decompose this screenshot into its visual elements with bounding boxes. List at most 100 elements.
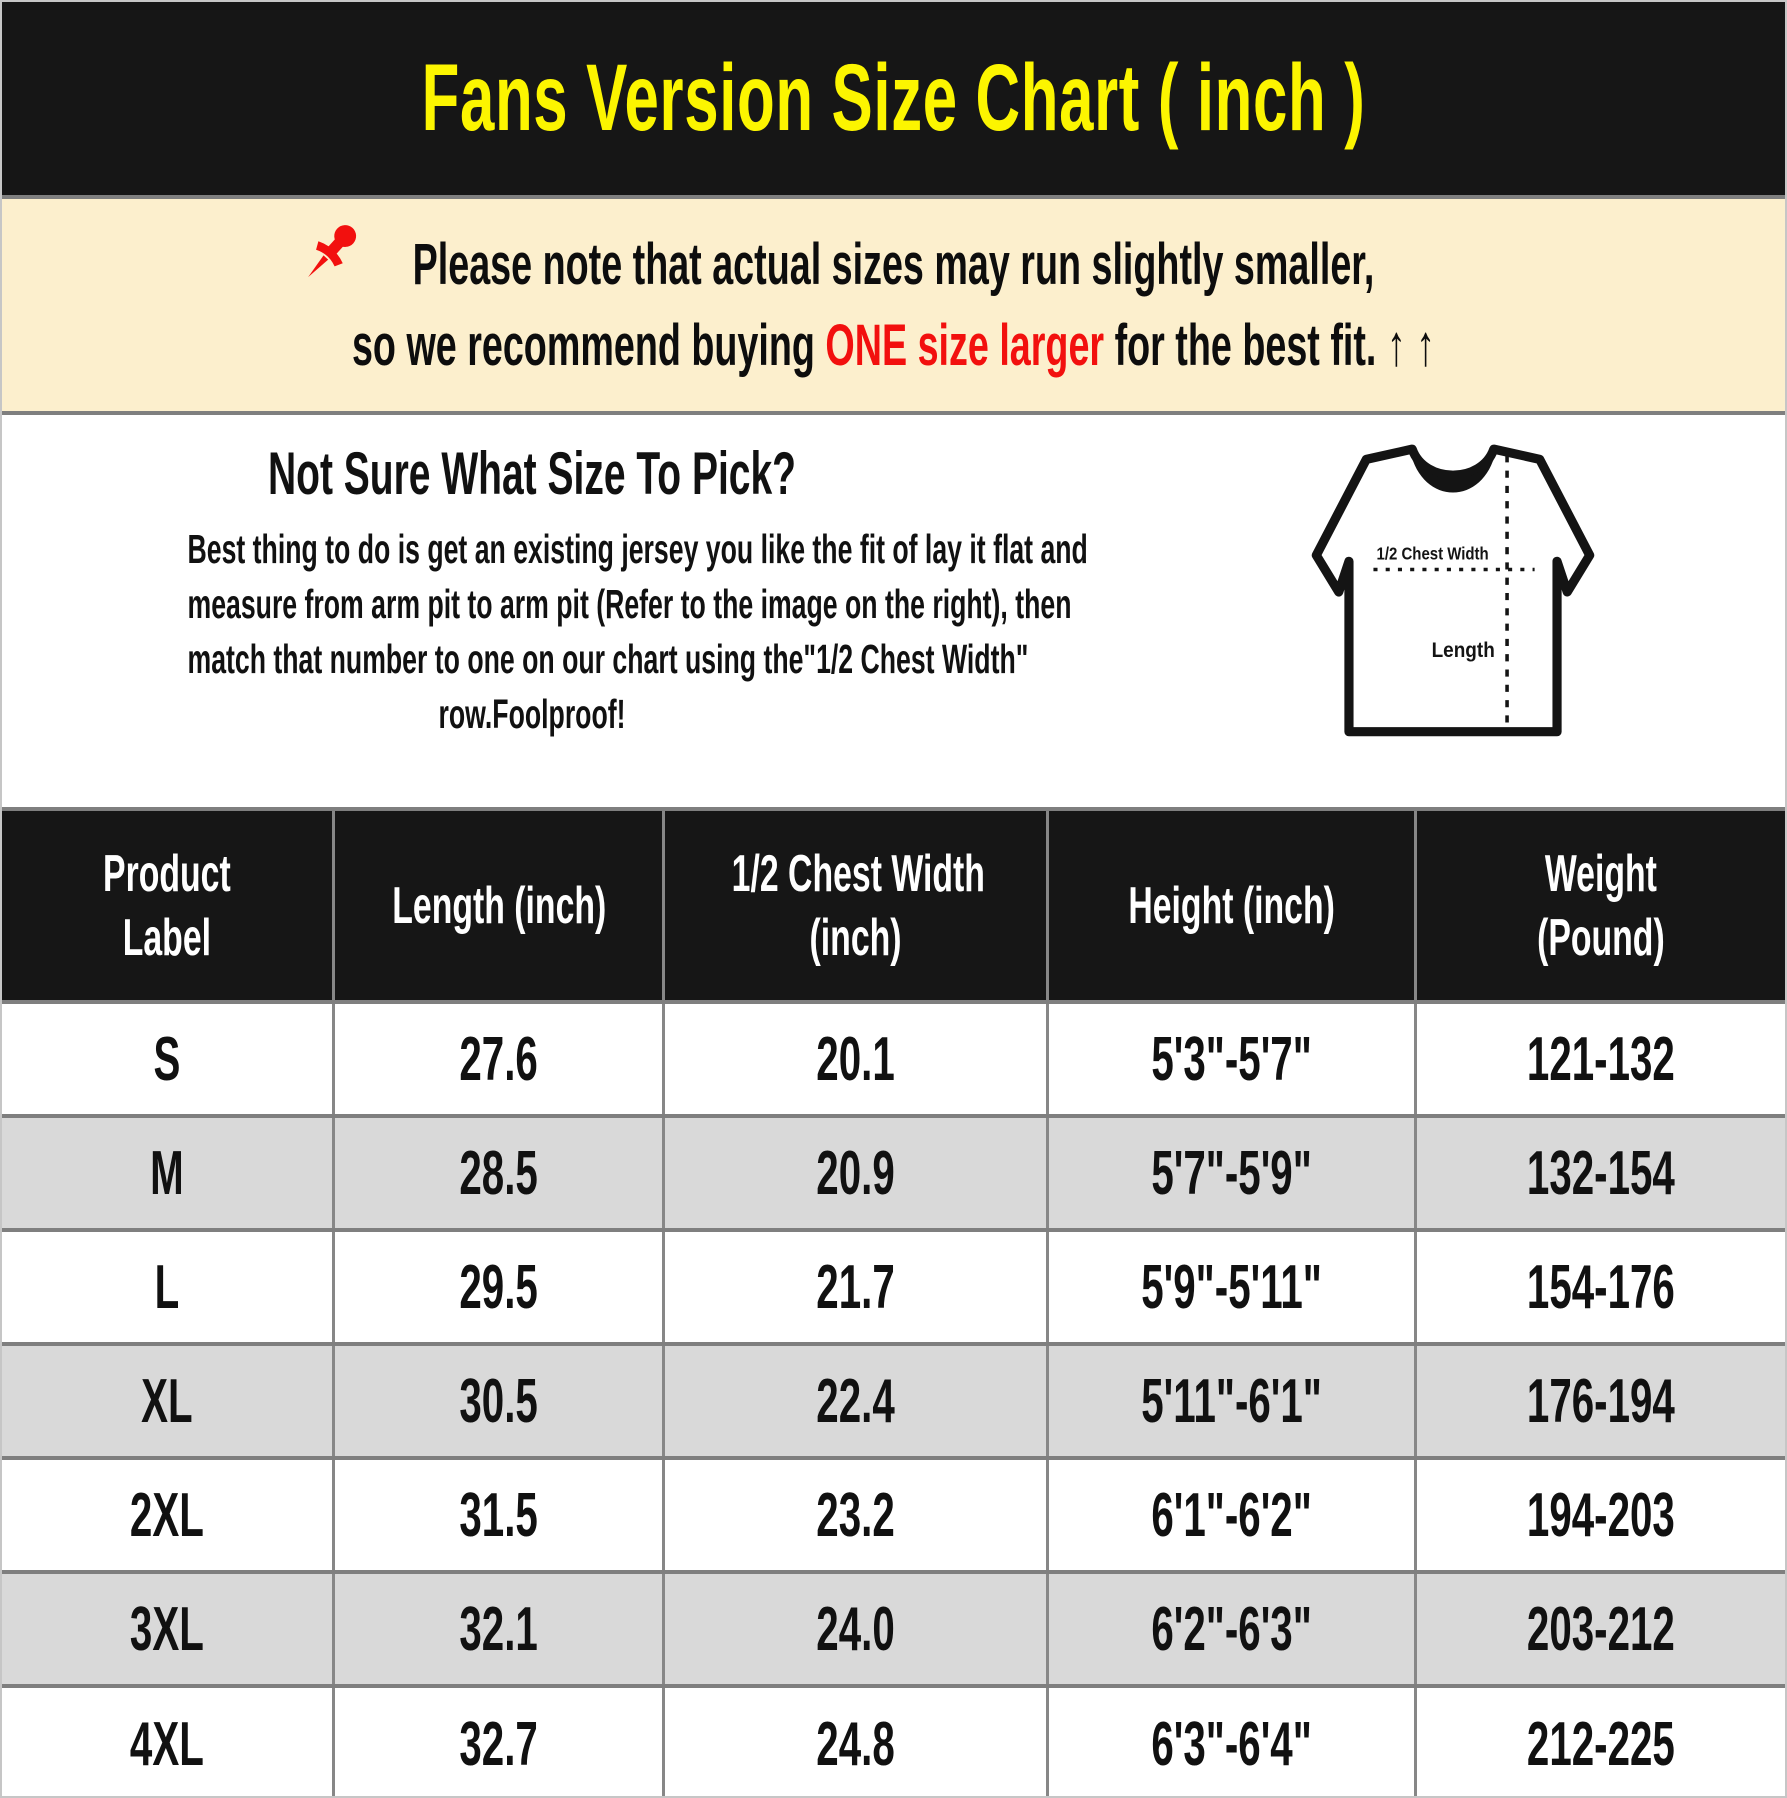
cell-weight: 203-212: [1414, 1570, 1785, 1686]
column-header: Length (inch): [331, 807, 664, 1002]
cell-label: S: [2, 1000, 334, 1116]
header-row: Product Label Length (inch) 1/2 Chest Width…: [2, 807, 1785, 1002]
cell-text: M: [150, 1138, 184, 1208]
cell-text: 30.5: [459, 1366, 538, 1436]
cell-text: 32.1: [459, 1594, 538, 1664]
chest-width-label: 1/2 Chest Width: [1377, 543, 1489, 563]
pushpin-icon: [307, 225, 356, 278]
column-header-line: Product: [103, 844, 231, 903]
cell-weight: 154-176: [1414, 1228, 1785, 1344]
note-line-2-highlight: ONE size larger: [825, 313, 1105, 378]
note-line-2-post: for the best fit. ↑ ↑: [1104, 313, 1436, 378]
cell-length: 29.5: [331, 1228, 664, 1344]
cell-text: 121-132: [1527, 1024, 1676, 1094]
cell-text: 203-212: [1527, 1594, 1676, 1664]
guide-body-line: row.Foolproof!: [438, 691, 626, 737]
cell-chest: 20.9: [661, 1114, 1048, 1230]
cell-length: 30.5: [331, 1342, 664, 1458]
column-header: Height (inch): [1046, 807, 1416, 1002]
cell-text: 23.2: [816, 1480, 895, 1550]
guide-text-block: Not Sure What Size To Pick? Best thing t…: [2, 439, 1088, 742]
cell-text: 20.9: [816, 1138, 895, 1208]
size-table: Product Label Length (inch) 1/2 Chest Width…: [2, 807, 1785, 1796]
note-line-2-pre: so we recommend buying: [351, 313, 826, 378]
cell-chest: 24.0: [661, 1570, 1048, 1686]
column-header: 1/2 Chest Width (inch): [661, 807, 1048, 1002]
cell-label: 4XL: [2, 1684, 334, 1796]
note-line-2: so we recommend buying ONE size larger f…: [314, 312, 1473, 379]
tshirt-outline: [1311, 444, 1595, 737]
table-row: L 29.5 21.7 5'9"-5'11" 154-176: [2, 1228, 1785, 1344]
cell-text: 28.5: [459, 1138, 538, 1208]
cell-chest: 21.7: [661, 1228, 1048, 1344]
cell-text: 5'7"-5'9": [1151, 1138, 1312, 1208]
column-header-line: (Pound): [1537, 908, 1665, 967]
cell-text: 31.5: [459, 1480, 538, 1550]
cell-text: 6'2"-6'3": [1151, 1594, 1312, 1664]
column-header-line: 1/2 Chest Width: [731, 844, 985, 903]
cell-chest: 20.1: [661, 1000, 1048, 1116]
cell-text: 3XL: [129, 1594, 204, 1664]
cell-length: 28.5: [331, 1114, 664, 1230]
cell-length: 31.5: [331, 1456, 664, 1572]
cell-label: M: [2, 1114, 334, 1230]
guide-heading: Not Sure What Size To Pick?: [267, 440, 797, 507]
cell-text: 5'11"-6'1": [1141, 1366, 1322, 1436]
cell-height: 6'1"-6'2": [1046, 1456, 1416, 1572]
cell-text: 5'9"-5'11": [1141, 1252, 1322, 1322]
cell-text: S: [153, 1024, 181, 1094]
cell-length: 32.7: [331, 1684, 664, 1796]
cell-height: 6'3"-6'4": [1046, 1684, 1416, 1796]
column-header-line: Label: [122, 908, 212, 967]
cell-weight: 132-154: [1414, 1114, 1785, 1230]
title-banner: Fans Version Size Chart ( inch ): [2, 2, 1785, 195]
tshirt-collar: [1410, 451, 1496, 493]
cell-label: 2XL: [2, 1456, 334, 1572]
size-table-head: Product Label Length (inch) 1/2 Chest Width…: [2, 807, 1785, 1002]
cell-height: 5'11"-6'1": [1046, 1342, 1416, 1458]
cell-height: 6'2"-6'3": [1046, 1570, 1416, 1686]
guide-body-line: measure from arm pit to arm pit (Refer t…: [187, 581, 1072, 627]
cell-text: 24.8: [816, 1709, 895, 1779]
guide-body: Best thing to do is get an existing jers…: [2, 522, 1088, 742]
guide-body-line: Best thing to do is get an existing jers…: [187, 526, 1088, 572]
tshirt-diagram: 1/2 Chest Width Length: [1311, 444, 1595, 737]
column-header: Weight (Pound): [1414, 807, 1785, 1002]
cell-text: 32.7: [459, 1709, 538, 1779]
note-banner: Please note that actual sizes may run sl…: [2, 199, 1785, 411]
cell-text: 6'1"-6'2": [1151, 1480, 1312, 1550]
cell-text: 194-203: [1527, 1480, 1676, 1550]
cell-text: 6'3"-6'4": [1151, 1709, 1312, 1779]
cell-chest: 23.2: [661, 1456, 1048, 1572]
cell-text: XL: [141, 1366, 193, 1436]
note-line-2-row: so we recommend buying ONE size larger f…: [2, 312, 1785, 379]
cell-text: 24.0: [816, 1594, 895, 1664]
cell-text: 212-225: [1527, 1709, 1676, 1779]
column-header-line: Length (inch): [392, 876, 607, 935]
length-label: Length: [1432, 638, 1495, 662]
guide-body-line: match that number to one on our chart us…: [187, 636, 1029, 682]
cell-weight: 121-132: [1414, 1000, 1785, 1116]
cell-text: 22.4: [816, 1366, 895, 1436]
cell-label: XL: [2, 1342, 334, 1458]
cell-text: 4XL: [129, 1709, 204, 1779]
cell-text: 27.6: [459, 1024, 538, 1094]
cell-height: 5'9"-5'11": [1046, 1228, 1416, 1344]
page-title: Fans Version Size Chart ( inch ): [421, 45, 1366, 151]
cell-text: 154-176: [1527, 1252, 1676, 1322]
cell-text: 5'3"-5'7": [1151, 1024, 1312, 1094]
table-row: 3XL 32.1 24.0 6'2"-6'3" 203-212: [2, 1570, 1785, 1686]
table-row: M 28.5 20.9 5'7"-5'9" 132-154: [2, 1114, 1785, 1230]
note-line-1: Please note that actual sizes may run sl…: [412, 232, 1375, 297]
cell-weight: 212-225: [1414, 1684, 1785, 1796]
cell-label: 3XL: [2, 1570, 334, 1686]
cell-length: 32.1: [331, 1570, 664, 1686]
cell-chest: 24.8: [661, 1684, 1048, 1796]
cell-height: 5'7"-5'9": [1046, 1114, 1416, 1230]
cell-weight: 176-194: [1414, 1342, 1785, 1458]
column-header-line: Height (inch): [1128, 876, 1335, 935]
table-row: XL 30.5 22.4 5'11"-6'1" 176-194: [2, 1342, 1785, 1458]
cell-height: 5'3"-5'7": [1046, 1000, 1416, 1116]
column-header-line: (inch): [809, 908, 902, 967]
